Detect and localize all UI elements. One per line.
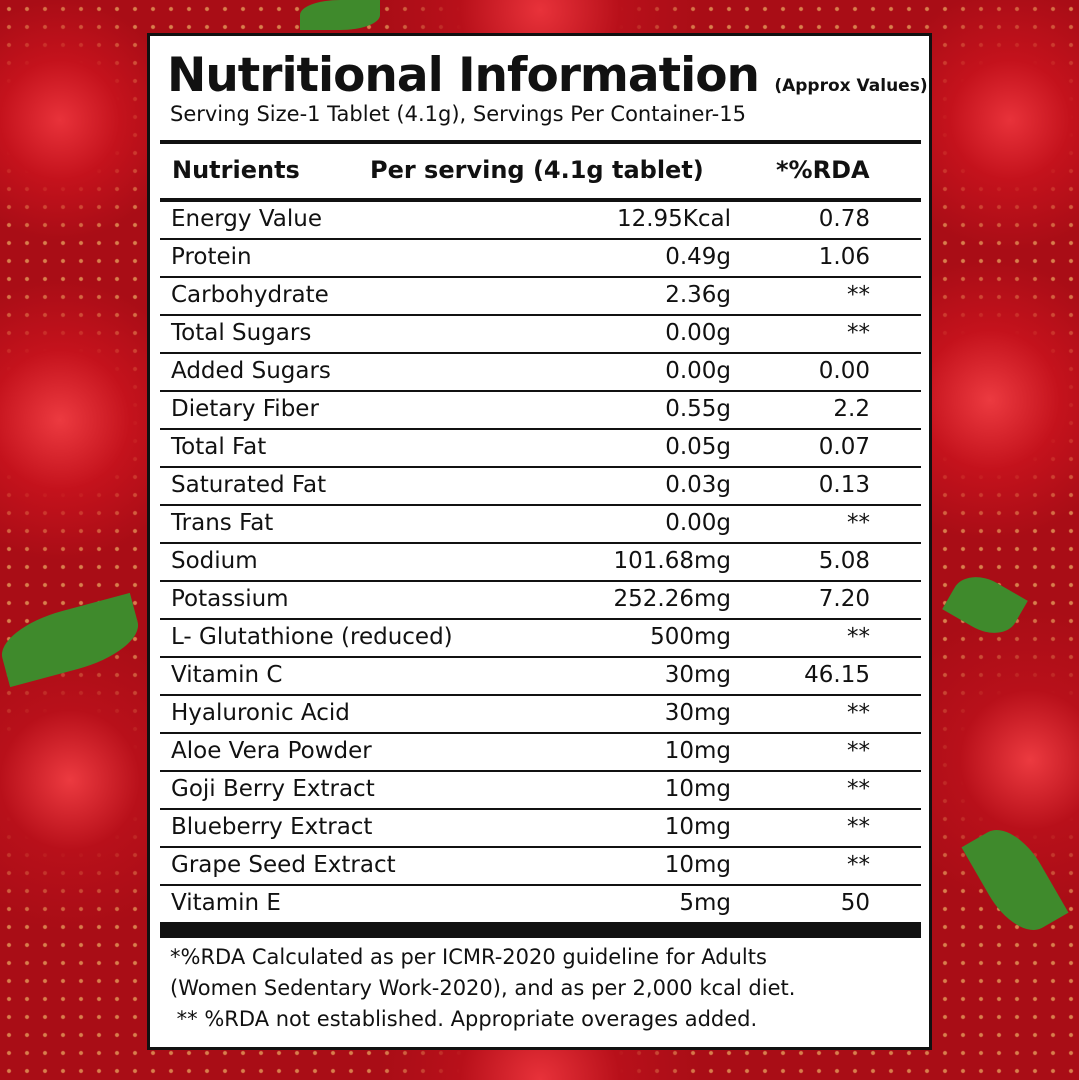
per-serving-value: 10mg xyxy=(664,852,731,878)
rda-value: 50 xyxy=(840,890,870,916)
nutrient-name: Saturated Fat xyxy=(171,472,327,498)
table-row: Goji Berry Extract 10mg ** xyxy=(160,772,921,810)
rda-value: 1.06 xyxy=(818,244,870,270)
per-serving-value: 500mg xyxy=(650,624,731,650)
per-serving-value: 0.49g xyxy=(665,244,731,270)
per-serving-value: 0.00g xyxy=(665,320,731,346)
per-serving-value: 10mg xyxy=(664,776,731,802)
per-serving-value: 30mg xyxy=(664,662,731,688)
table-row: Blueberry Extract 10mg ** xyxy=(160,810,921,848)
rda-value: ** xyxy=(847,282,870,308)
rda-value: ** xyxy=(847,738,870,764)
nutrient-name: Vitamin E xyxy=(171,890,281,916)
rda-value: ** xyxy=(847,852,870,878)
per-serving-value: 0.03g xyxy=(665,472,731,498)
rda-value: ** xyxy=(847,814,870,840)
rda-value: ** xyxy=(847,700,870,726)
nutrient-name: Dietary Fiber xyxy=(171,396,319,422)
rda-value: ** xyxy=(847,510,870,536)
footnote: ** %RDA not established. Appropriate ove… xyxy=(170,1007,758,1031)
table-row: Dietary Fiber 0.55g 2.2 xyxy=(160,392,921,430)
nutrient-name: Protein xyxy=(171,244,252,270)
nutrient-name: Blueberry Extract xyxy=(171,814,373,840)
per-serving-value: 12.95Kcal xyxy=(616,206,731,232)
table-row: Carbohydrate 2.36g ** xyxy=(160,278,921,316)
nutrient-name: L- Glutathione (reduced) xyxy=(171,624,453,650)
table-row: Grape Seed Extract 10mg ** xyxy=(160,848,921,886)
table-row: Trans Fat 0.00g ** xyxy=(160,506,921,544)
per-serving-value: 10mg xyxy=(664,738,731,764)
nutrient-table: Energy Value 12.95Kcal 0.78 Protein 0.49g 1.0… xyxy=(160,202,921,922)
nutrient-name: Added Sugars xyxy=(171,358,331,384)
leaf-decoration xyxy=(961,817,1069,943)
per-serving-value: 252.26mg xyxy=(613,586,731,612)
leaf-decoration xyxy=(942,565,1028,645)
rda-value: 46.15 xyxy=(804,662,870,688)
footnotes: *%RDA Calculated as per ICMR-2020 guidel… xyxy=(170,942,795,1035)
footnote: *%RDA Calculated as per ICMR-2020 guidel… xyxy=(170,945,767,969)
per-serving-value: 30mg xyxy=(664,700,731,726)
nutrient-name: Total Fat xyxy=(171,434,267,460)
nutrient-name: Potassium xyxy=(171,586,289,612)
table-row: Sodium 101.68mg 5.08 xyxy=(160,544,921,582)
nutrient-name: Energy Value xyxy=(171,206,322,232)
table-row: Hyaluronic Acid 30mg ** xyxy=(160,696,921,734)
rda-value: 7.20 xyxy=(818,586,870,612)
footnote: (Women Sedentary Work-2020), and as per … xyxy=(170,976,796,1000)
table-row: Aloe Vera Powder 10mg ** xyxy=(160,734,921,772)
header-nutrients: Nutrients xyxy=(172,156,300,184)
rda-value: 0.00 xyxy=(818,358,870,384)
per-serving-value: 5mg xyxy=(679,890,731,916)
nutrient-name: Goji Berry Extract xyxy=(171,776,375,802)
rda-value: ** xyxy=(847,776,870,802)
rda-value: 5.08 xyxy=(818,548,870,574)
rda-value: ** xyxy=(847,320,870,346)
nutrient-name: Aloe Vera Powder xyxy=(171,738,372,764)
divider-thick xyxy=(160,922,921,938)
per-serving-value: 0.05g xyxy=(665,434,731,460)
per-serving-value: 0.55g xyxy=(665,396,731,422)
table-row: L- Glutathione (reduced) 500mg ** xyxy=(160,620,921,658)
nutrient-name: Sodium xyxy=(171,548,258,574)
nutrient-name: Grape Seed Extract xyxy=(171,852,396,878)
nutrient-name: Hyaluronic Acid xyxy=(171,700,350,726)
rda-value: 0.78 xyxy=(818,206,870,232)
rda-value: 0.13 xyxy=(818,472,870,498)
divider xyxy=(160,198,921,202)
rda-value: ** xyxy=(847,624,870,650)
leaf-decoration xyxy=(300,0,380,30)
nutrient-name: Carbohydrate xyxy=(171,282,329,308)
nutrient-name: Vitamin C xyxy=(171,662,283,688)
rda-value: 0.07 xyxy=(818,434,870,460)
table-row: Saturated Fat 0.03g 0.13 xyxy=(160,468,921,506)
per-serving-value: 0.00g xyxy=(665,510,731,536)
per-serving-value: 2.36g xyxy=(665,282,731,308)
approx-note: (Approx Values) xyxy=(774,76,928,96)
nutrient-name: Total Sugars xyxy=(171,320,312,346)
nutrition-panel: Nutritional Information (Approx Values) … xyxy=(147,33,932,1050)
per-serving-value: 0.00g xyxy=(665,358,731,384)
rda-value: 2.2 xyxy=(833,396,870,422)
serving-info: Serving Size-1 Tablet (4.1g), Servings P… xyxy=(170,102,746,126)
header-per-serving: Per serving (4.1g tablet) xyxy=(370,156,704,184)
table-row: Energy Value 12.95Kcal 0.78 xyxy=(160,202,921,240)
per-serving-value: 101.68mg xyxy=(613,548,731,574)
page-title: Nutritional Information (Approx Values) xyxy=(167,48,928,103)
leaf-decoration xyxy=(0,592,146,688)
table-row: Vitamin C 30mg 46.15 xyxy=(160,658,921,696)
table-row: Added Sugars 0.00g 0.00 xyxy=(160,354,921,392)
table-row: Total Sugars 0.00g ** xyxy=(160,316,921,354)
header-rda: *%RDA xyxy=(776,156,870,184)
table-row: Potassium 252.26mg 7.20 xyxy=(160,582,921,620)
title-text: Nutritional Information xyxy=(167,48,760,103)
divider xyxy=(160,140,921,144)
table-row: Total Fat 0.05g 0.07 xyxy=(160,430,921,468)
table-row: Vitamin E 5mg 50 xyxy=(160,886,921,922)
per-serving-value: 10mg xyxy=(664,814,731,840)
table-row: Protein 0.49g 1.06 xyxy=(160,240,921,278)
table-header: Nutrients Per serving (4.1g tablet) *%RD… xyxy=(150,156,929,192)
nutrient-name: Trans Fat xyxy=(171,510,274,536)
